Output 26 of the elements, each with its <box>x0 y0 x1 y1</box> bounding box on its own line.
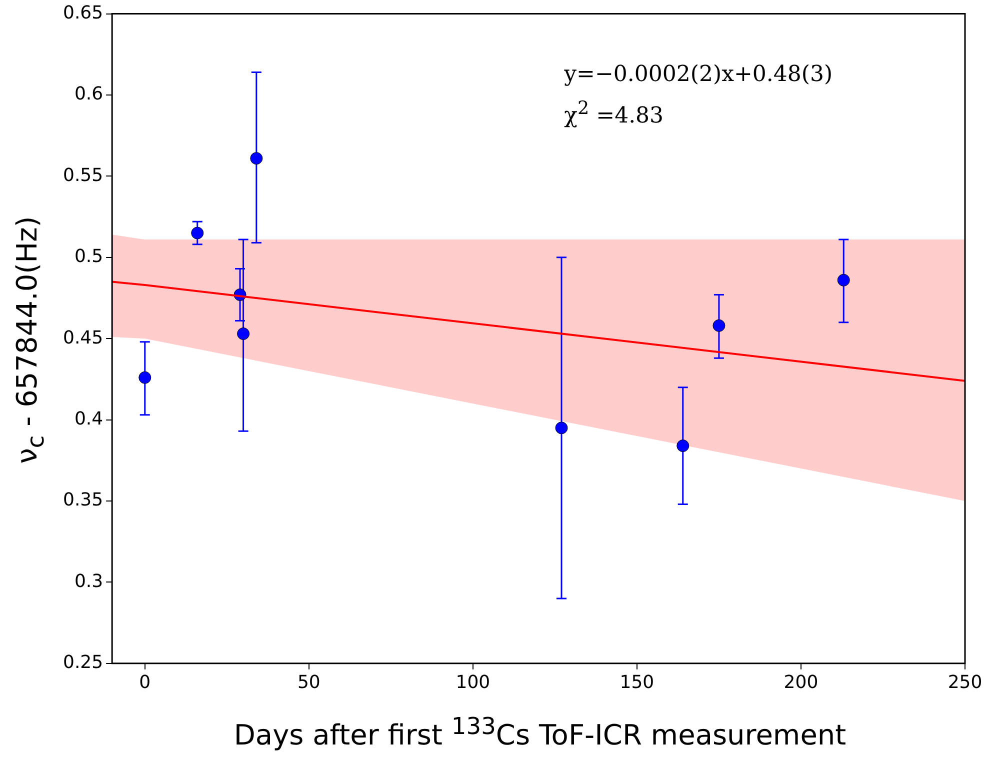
y-tick-label: 0.35 <box>63 490 104 511</box>
y-tick-label: 0.55 <box>63 164 104 186</box>
y-tick-label: 0.25 <box>63 652 104 674</box>
y-tick-label: 0.5 <box>74 246 104 268</box>
point <box>191 226 204 240</box>
x-tick-label: 50 <box>297 672 320 693</box>
x-tick-label: 150 <box>620 672 654 693</box>
y-tick-label: 0.65 <box>63 2 104 24</box>
y-tick-label: 0.3 <box>74 570 104 592</box>
point <box>676 440 690 452</box>
x-tick-label: 0 <box>139 672 151 693</box>
y-tick-label: 0.45 <box>63 327 104 348</box>
y-tick-label: 0.6 <box>74 84 104 105</box>
y-tick-label: 0.4 <box>74 408 104 430</box>
x-tick-label: 100 <box>456 672 490 693</box>
point <box>250 152 263 165</box>
point <box>555 422 568 434</box>
point <box>837 274 850 286</box>
x-tick-label: 250 <box>948 672 982 693</box>
point <box>237 327 250 340</box>
x-axis-title: Days after first $^{133}$Cs ToF-ICR measurement <box>232 712 848 752</box>
annotation: y=−0.0002(2)x+0.48(3) <box>564 62 833 87</box>
x-tick-label: 200 <box>784 672 818 693</box>
point <box>712 319 726 332</box>
point <box>138 371 152 384</box>
annotation: χ$^{2}$ =4.83 <box>564 98 664 128</box>
